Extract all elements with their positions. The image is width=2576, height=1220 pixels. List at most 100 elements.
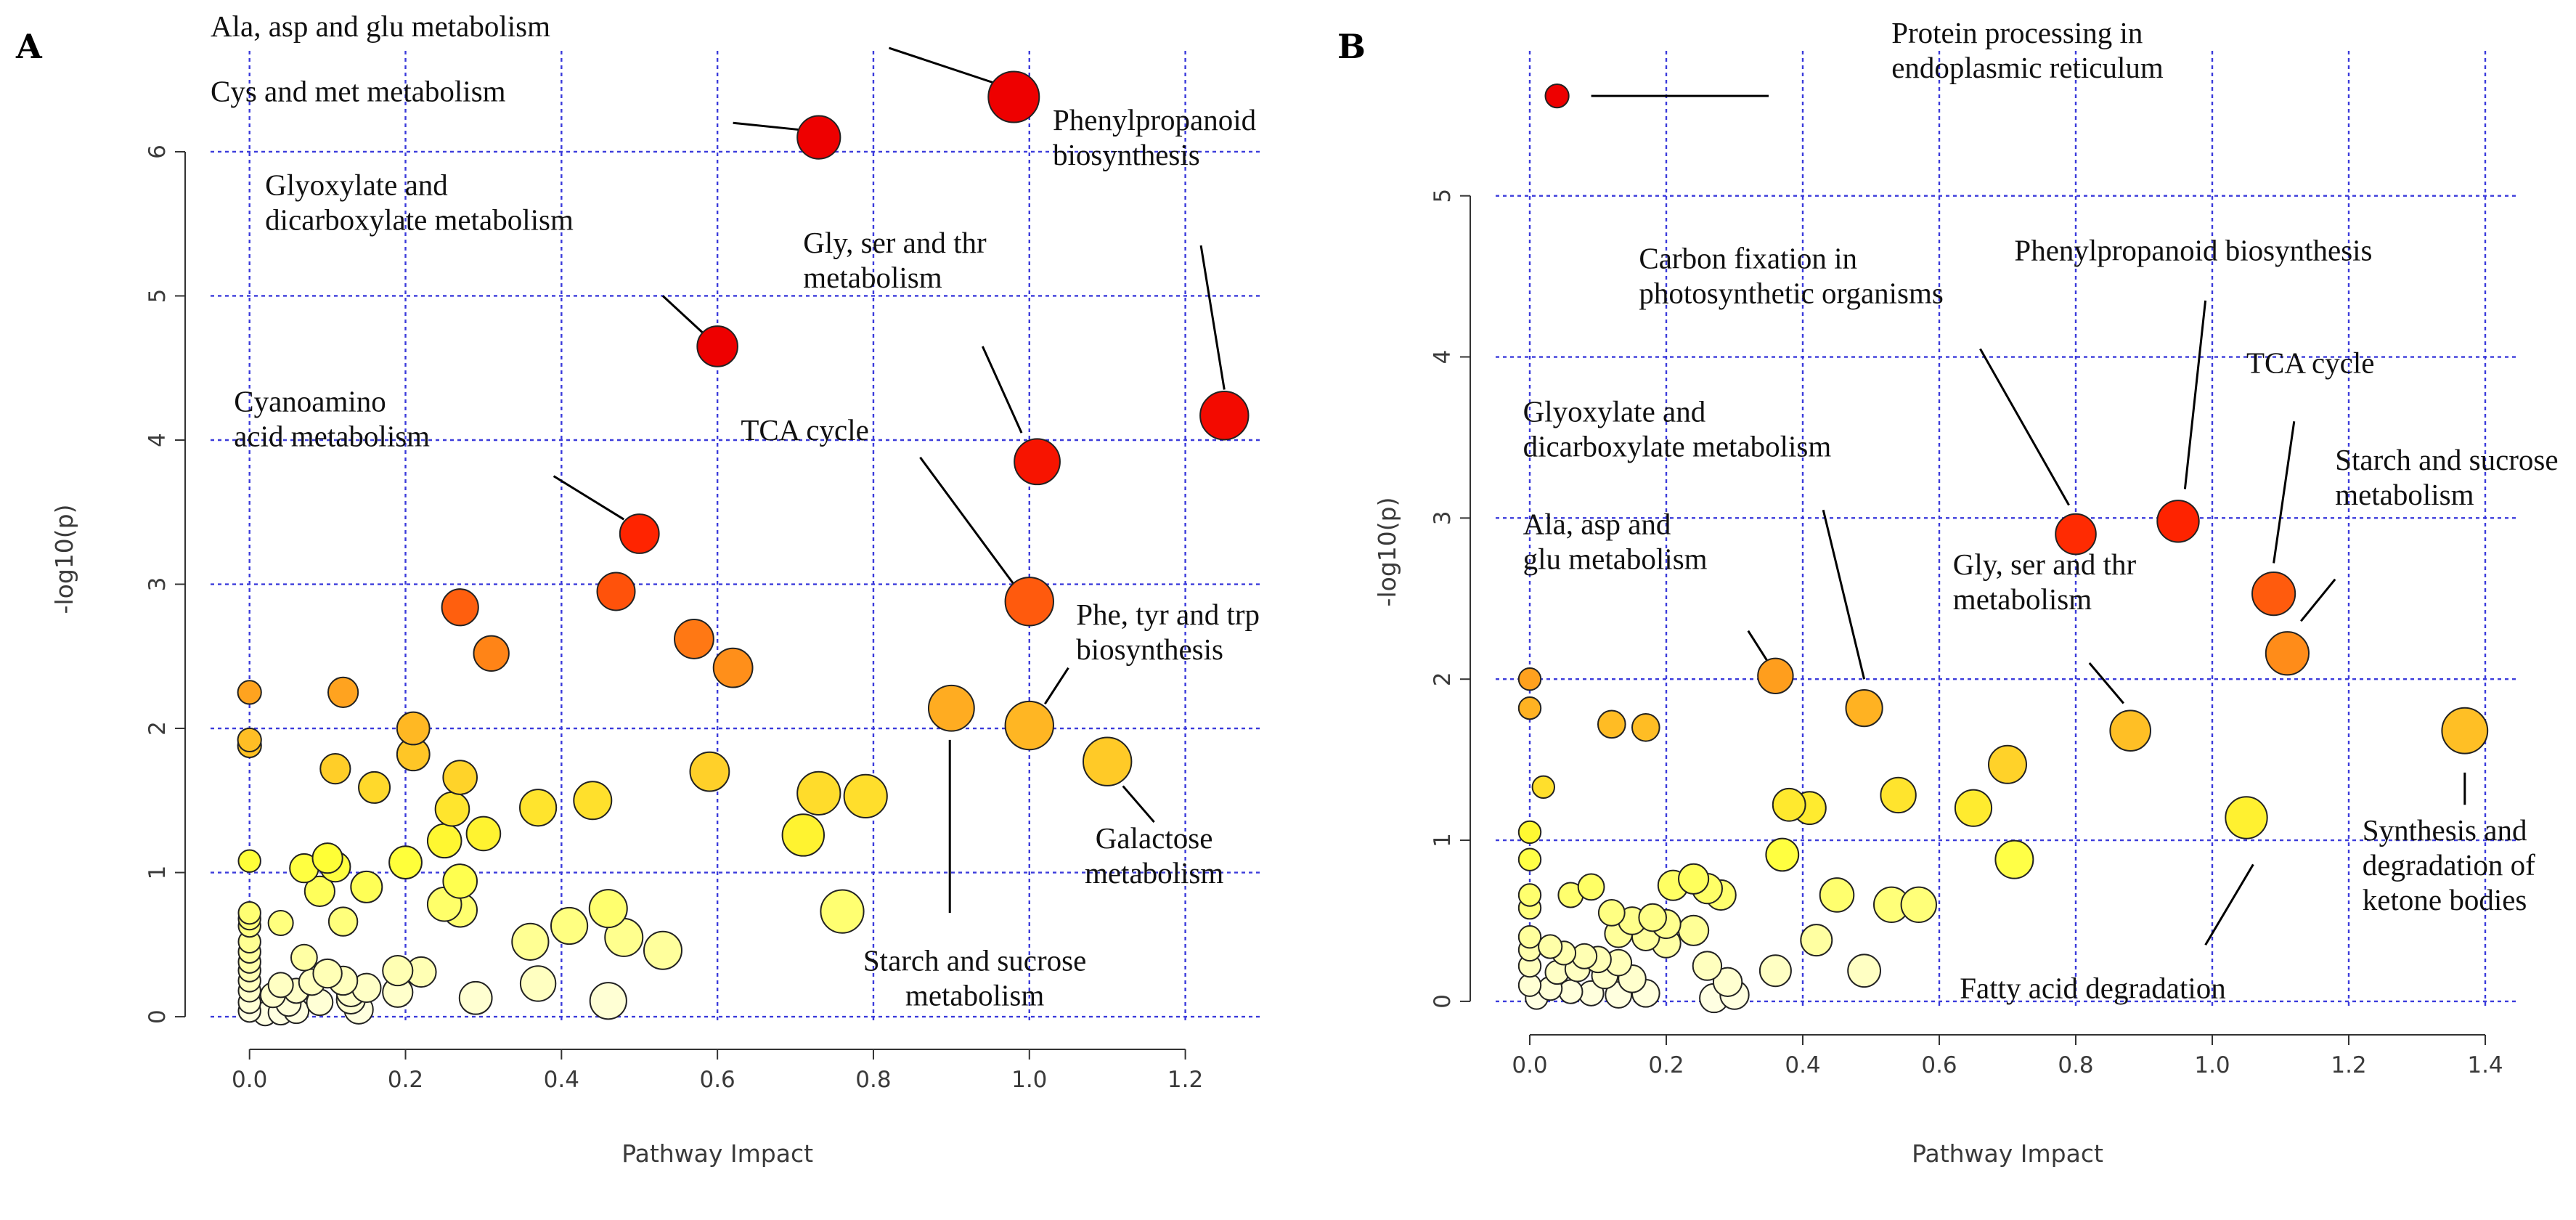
- data-point: [442, 863, 478, 899]
- data-point: [1994, 839, 2034, 879]
- annotation-label-line: dicarboxylate metabolism: [265, 203, 574, 237]
- annotation-leader-line: [2183, 300, 2207, 489]
- annotation-label: Synthesis and degradation of ketone bodies: [2363, 813, 2535, 916]
- data-point: [927, 684, 975, 732]
- data-point: [237, 680, 262, 705]
- y-tick-label: 6: [144, 145, 171, 159]
- annotation-label: TCA cycle: [741, 413, 868, 447]
- data-point: [396, 711, 431, 746]
- annotation-leader-line: [888, 46, 1007, 89]
- annotation-label-line: Phe, tyr and trp: [1076, 598, 1260, 631]
- data-point: [1517, 696, 1542, 720]
- annotation-label-line: Gly, ser and thr: [803, 226, 987, 259]
- data-point: [1004, 700, 1054, 751]
- annotation-leader-line: [1822, 509, 1866, 680]
- x-tick-label: 0.4: [544, 1067, 579, 1093]
- data-point: [596, 572, 636, 611]
- annotation-label-line: Ala, asp and: [1523, 508, 1671, 541]
- chart-a: 0.0 0.2 0.4 0.6 0.8 1.0 1.2 0 1 2 3 4 5 6 Pathway Impa…: [50, 9, 1263, 1168]
- data-point: [458, 980, 493, 1015]
- y-tick-label: 4: [1430, 350, 1456, 365]
- data-point: [2251, 572, 2296, 617]
- data-point: [382, 954, 414, 987]
- data-point: [1712, 967, 1743, 997]
- annotation-label-line: Phenylpropanoid: [1053, 103, 1256, 137]
- data-point: [1988, 744, 2027, 784]
- panel-a-letter: A: [15, 27, 43, 66]
- annotation-label: Protein processing in endoplasmic reticul…: [1891, 16, 2164, 84]
- data-point: [820, 889, 865, 934]
- data-point: [1597, 898, 1626, 927]
- y-axis-title: -log10(p): [1373, 497, 1401, 607]
- annotation-label-line: metabolism: [1085, 856, 1223, 890]
- annotation-label-line: metabolism: [803, 261, 942, 294]
- data-point: [350, 870, 383, 903]
- annotation-label: TCA cycle: [2246, 346, 2374, 380]
- data-point: [2441, 707, 2489, 755]
- y-tick-label: 3: [1430, 511, 1456, 525]
- x-tick-label: 0.2: [388, 1067, 423, 1093]
- annotation-label: Ala, asp and glu metabolism: [211, 9, 550, 43]
- y-tick-label: 0: [1430, 994, 1456, 1009]
- data-point: [550, 906, 589, 946]
- data-point: [1638, 903, 1667, 932]
- data-point: [1082, 736, 1133, 786]
- data-point: [1517, 847, 1542, 871]
- annotation-label-line: Carbon fixation in: [1639, 241, 1857, 274]
- annotation-label: Cys and met metabolism: [211, 74, 506, 107]
- data-point: [312, 958, 343, 989]
- y-tick-label: 5: [1430, 189, 1456, 203]
- annotation-label-line: glu metabolism: [1523, 542, 1708, 576]
- data-point: [441, 588, 479, 627]
- y-tick-label: 1: [144, 866, 171, 880]
- data-point: [237, 900, 261, 925]
- data-point: [1758, 954, 1792, 988]
- annotation-label-line: endoplasmic reticulum: [1891, 51, 2164, 84]
- annotation-label: Glyoxylate and dicarboxylate metabolism: [1523, 394, 1832, 463]
- data-point: [1004, 577, 1054, 627]
- annotation-label: Cyanoamino acid metabolism: [234, 384, 430, 452]
- data-point: [434, 791, 470, 827]
- data-point: [1199, 391, 1250, 441]
- data-point: [696, 325, 738, 367]
- data-point: [290, 943, 318, 972]
- data-point: [327, 906, 359, 937]
- data-point: [1597, 709, 1626, 739]
- annotation-label-line: Synthesis and: [2363, 813, 2527, 847]
- data-point: [2265, 631, 2310, 676]
- annotation-leader-line: [919, 456, 1015, 585]
- x-tick-label: 1.0: [2194, 1052, 2230, 1078]
- data-point: [643, 930, 682, 970]
- y-tick-label: 2: [144, 721, 171, 736]
- annotation-label-line: metabolism: [905, 979, 1044, 1012]
- annotation-label-line: Glyoxylate and: [1523, 394, 1706, 428]
- annotation-leader-line: [2273, 421, 2296, 564]
- x-tick-label: 0.8: [2058, 1052, 2093, 1078]
- annotation-label-line: Glyoxylate and: [265, 168, 448, 202]
- annotation-label-line: Cyanoamino: [234, 384, 386, 418]
- data-point: [1880, 776, 1917, 814]
- annotation-label-line: TCA cycle: [2246, 346, 2374, 380]
- x-tick-label: 0.8: [855, 1067, 891, 1093]
- annotation-label-line: Phenylpropanoid biosynthesis: [2014, 233, 2372, 267]
- annotation-leader-line: [1044, 667, 1069, 705]
- annotation-leader-line: [1199, 245, 1226, 390]
- annotation-leader-line: [553, 475, 625, 521]
- data-point: [426, 823, 462, 859]
- annotation-label: Phenylpropanoid biosynthesis: [1053, 103, 1256, 171]
- data-point: [1954, 789, 1993, 827]
- annotation-leader-line: [2300, 578, 2336, 622]
- data-point: [843, 773, 888, 818]
- annotation-label: Glyoxylate and dicarboxylate metabolism: [265, 168, 574, 237]
- data-point: [781, 813, 825, 857]
- data-point: [1900, 886, 1938, 923]
- data-point: [588, 889, 628, 929]
- data-point: [1517, 667, 1542, 691]
- data-point: [1678, 914, 1710, 946]
- annotation-label: Carbon fixation in photosynthetic organis…: [1639, 241, 1943, 309]
- annotation-label-line: TCA cycle: [741, 413, 868, 447]
- annotation-leader-line: [1122, 785, 1155, 824]
- x-tick-label: 0.2: [1648, 1052, 1684, 1078]
- data-point: [589, 982, 627, 1020]
